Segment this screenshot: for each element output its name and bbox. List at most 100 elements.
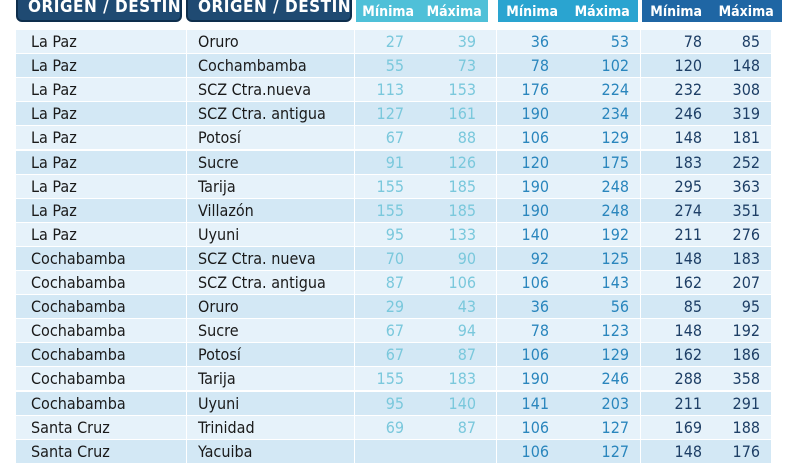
column-separator: [354, 295, 355, 319]
origin-cell: La Paz: [31, 80, 77, 100]
min-fare-cell: 92: [530, 248, 549, 268]
column-separator: [640, 102, 641, 126]
column-separator: [354, 54, 355, 78]
column-separator: [354, 415, 355, 439]
min-fare-cell: 106: [521, 128, 549, 148]
max-fare-cell: 252: [732, 152, 760, 172]
minima-label: Mínima: [506, 4, 559, 20]
min-fare-cell: 190: [521, 176, 549, 196]
column-separator: [186, 222, 187, 246]
origin-cell: Cochabamba: [31, 321, 126, 341]
min-fare-cell: 106: [521, 441, 549, 461]
max-fare-cell: 125: [601, 248, 629, 268]
column-separator: [496, 222, 497, 246]
maxima-label: Máxima: [426, 4, 482, 20]
max-fare-cell: 175: [601, 152, 629, 172]
min-fare-cell: 78: [530, 321, 549, 341]
min-fare-cell: 69: [385, 417, 404, 437]
max-fare-cell: 192: [601, 224, 629, 244]
min-fare-cell: 141: [521, 393, 549, 413]
min-fare-cell: 29: [385, 297, 404, 317]
destination-cell: SCZ Ctra. antigua: [198, 104, 326, 124]
min-fare-cell: 155: [376, 200, 404, 220]
destination-cell: Tarija: [198, 369, 236, 389]
min-fare-cell: 85: [683, 297, 702, 317]
max-fare-cell: 234: [601, 104, 629, 124]
max-fare-cell: 183: [448, 369, 476, 389]
max-fare-cell: 161: [448, 104, 476, 124]
origin-cell: Cochabamba: [31, 393, 126, 413]
min-fare-cell: 190: [521, 369, 549, 389]
min-fare-cell: 78: [683, 32, 702, 51]
column-separator: [640, 222, 641, 246]
minima-label: Mínima: [362, 4, 415, 20]
table-row: La Paz Cochambamba 55 73 78 102 120 148: [16, 54, 771, 78]
min-fare-cell: 27: [385, 32, 404, 51]
max-fare-cell: 95: [741, 297, 760, 317]
table-row: Cochabamba Tarija 155 183 190 246 288 358: [16, 367, 771, 391]
max-fare-cell: 133: [448, 224, 476, 244]
column-separator: [496, 102, 497, 126]
table-row: La Paz Villazón 155 185 190 248 274 351: [16, 198, 771, 222]
min-fare-cell: 295: [674, 176, 702, 196]
column-separator: [354, 391, 355, 415]
table-row: Santa Cruz Trinidad 69 87 106 127 169 188: [16, 415, 771, 439]
max-fare-cell: 181: [732, 128, 760, 148]
min-fare-cell: 169: [674, 417, 702, 437]
max-fare-cell: 88: [457, 128, 476, 148]
column-separator: [640, 174, 641, 198]
max-fare-cell: 73: [457, 56, 476, 76]
column-separator: [640, 391, 641, 415]
column-separator: [640, 319, 641, 343]
table-row: La Paz Sucre 91 126 120 175 183 252: [16, 150, 771, 174]
min-fare-cell: 36: [530, 32, 549, 51]
column-separator: [186, 439, 187, 463]
min-fare-cell: 70: [385, 248, 404, 268]
column-separator: [640, 271, 641, 294]
origin-cell: La Paz: [31, 104, 77, 124]
minima-label: Mínima: [650, 4, 703, 20]
column-separator: [640, 150, 641, 174]
origin-cell: La Paz: [31, 56, 77, 76]
origin-cell: Cochabamba: [31, 248, 126, 268]
min-fare-cell: 140: [521, 224, 549, 244]
max-fare-cell: 188: [732, 417, 760, 437]
column-separator: [186, 415, 187, 439]
column-separator: [354, 343, 355, 367]
max-fare-cell: 319: [732, 104, 760, 124]
column-separator: [186, 174, 187, 198]
min-fare-cell: 127: [376, 104, 404, 124]
min-fare-cell: 162: [674, 273, 702, 292]
origin-cell: Santa Cruz: [31, 441, 110, 461]
min-fare-cell: 36: [530, 297, 549, 317]
table-row: Santa Cruz Yacuiba 106 127 148 176: [16, 439, 771, 463]
max-fare-cell: 127: [601, 417, 629, 437]
min-fare-cell: 155: [376, 369, 404, 389]
column-separator: [496, 343, 497, 367]
column-separator: [496, 198, 497, 222]
max-fare-cell: 102: [601, 56, 629, 76]
min-fare-cell: 67: [385, 345, 404, 365]
origin-cell: La Paz: [31, 224, 77, 244]
min-fare-cell: 148: [674, 441, 702, 461]
min-fare-cell: 155: [376, 176, 404, 196]
fare-table: ORIGEN / DESTINO ORIGEN / DESTINO Mínima…: [16, 0, 782, 463]
column-separator: [186, 319, 187, 343]
max-fare-cell: 94: [457, 321, 476, 341]
destination-cell: Tarija: [198, 176, 236, 196]
origin-cell: La Paz: [31, 176, 77, 196]
destination-cell: Oruro: [198, 32, 239, 51]
column-separator: [640, 54, 641, 78]
column-separator: [354, 271, 355, 294]
min-fare-cell: 190: [521, 104, 549, 124]
destination-header: ORIGEN / DESTINO: [186, 0, 352, 22]
column-separator: [186, 391, 187, 415]
column-separator: [496, 150, 497, 174]
max-fare-cell: 246: [601, 369, 629, 389]
column-separator: [640, 78, 641, 102]
fare-group-1-header: Mínima Máxima: [356, 0, 488, 22]
column-separator: [186, 198, 187, 222]
column-separator: [496, 246, 497, 270]
origin-header: ORIGEN / DESTINO: [16, 0, 182, 22]
column-separator: [354, 319, 355, 343]
